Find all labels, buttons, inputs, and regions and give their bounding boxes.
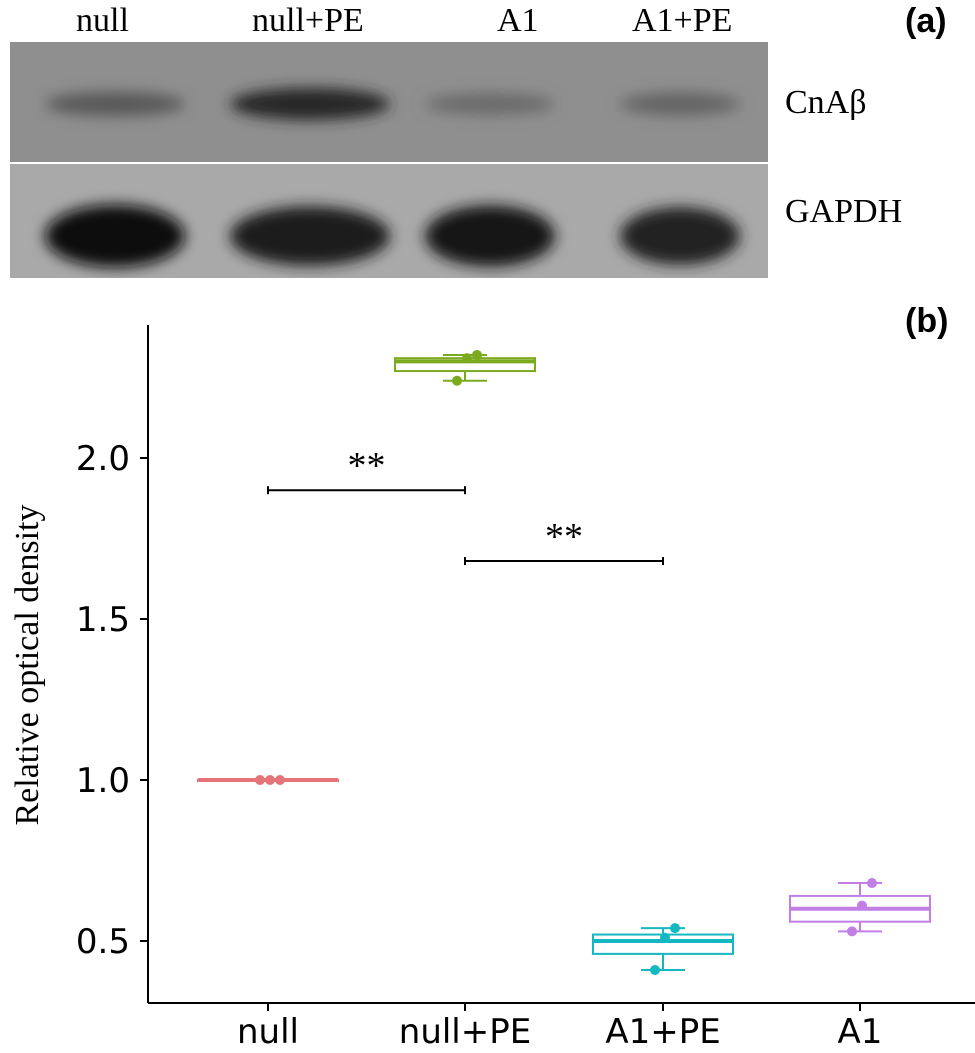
data-point	[472, 349, 482, 360]
box-null	[197, 775, 339, 785]
data-point	[452, 375, 462, 386]
western-blot-image	[10, 42, 768, 278]
blot-band	[230, 206, 390, 266]
row-label-cnab: CnAβ	[785, 84, 867, 121]
x-tick-label: null+PE	[399, 1012, 531, 1052]
data-point	[660, 932, 670, 943]
panel-a-label: (a)	[905, 2, 947, 40]
blot-band	[45, 204, 185, 268]
lane-label-a1-pe: A1+PE	[632, 2, 733, 39]
x-tick-label: A1	[838, 1012, 883, 1052]
significance-bracket: **	[464, 516, 664, 566]
blot-band	[425, 205, 555, 267]
blot-band	[45, 91, 185, 117]
lane-label-a1: A1	[497, 2, 539, 39]
blot-band	[620, 92, 740, 116]
box-null-pe	[394, 349, 536, 386]
significance-bracket: **	[267, 445, 466, 495]
data-point	[275, 775, 285, 785]
data-point	[867, 878, 877, 889]
data-point	[650, 964, 660, 975]
data-point	[857, 900, 867, 911]
panel-b-label: (b)	[905, 302, 949, 340]
box-a1	[789, 878, 931, 937]
data-point	[265, 775, 275, 785]
y-tick-label: 0.5	[76, 922, 130, 962]
lane-label-null-pe: null+PE	[252, 2, 364, 39]
row-label-gapdh: GAPDH	[785, 193, 903, 230]
y-tick-label: 1.0	[76, 761, 130, 801]
data-point	[847, 926, 857, 937]
significance-label: **	[348, 445, 386, 487]
significance-label: **	[545, 516, 583, 558]
blot-band	[425, 93, 555, 115]
y-axis-label: Relative optical density	[9, 504, 46, 825]
data-point	[670, 923, 680, 934]
x-tick-label: null	[237, 1012, 299, 1052]
y-tick-label: 1.5	[76, 600, 130, 640]
blot-band	[230, 88, 390, 120]
x-tick-label: A1+PE	[605, 1012, 720, 1052]
y-tick-label: 2.0	[76, 439, 130, 479]
box-a1-pe	[592, 923, 734, 975]
data-point	[462, 353, 472, 364]
lane-label-null: null	[76, 2, 129, 39]
blot-band	[620, 207, 740, 265]
data-point	[255, 775, 265, 785]
